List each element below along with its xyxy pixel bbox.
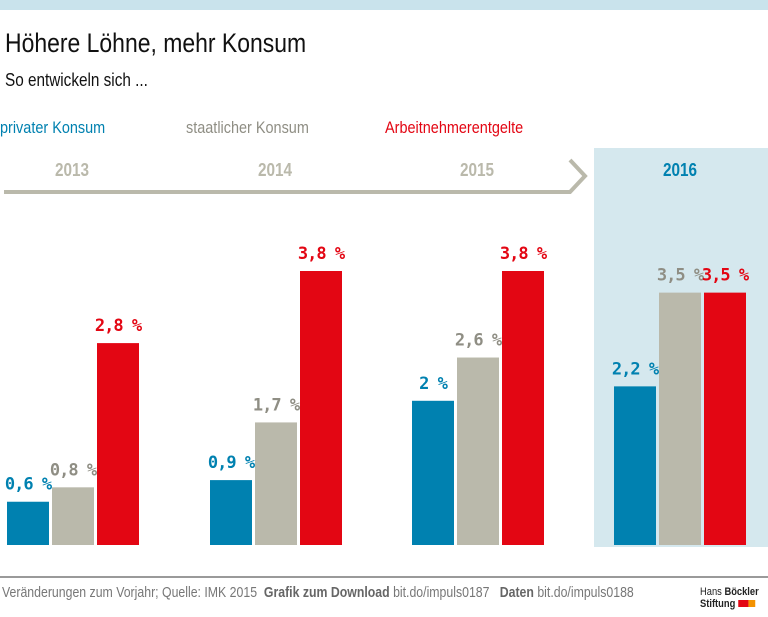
data-label-2014-0: 0,9 %: [208, 453, 256, 473]
year-label-2013: 2013: [54, 160, 90, 180]
chart-subtitle: So entwickeln sich ...: [5, 70, 148, 90]
bar-2013-1: [52, 487, 94, 545]
data-label-2016-1: 3,5 %: [657, 266, 705, 286]
footer-grafik-label: Grafik zum Download: [263, 584, 390, 601]
footer-divider: [0, 576, 768, 578]
legend-staatlicher-konsum: staatlicher Konsum: [186, 118, 309, 137]
top-bar: [0, 0, 768, 10]
data-label-2016-2: 3,5 %: [702, 266, 750, 286]
bar-2014-1: [255, 422, 297, 545]
bar-2014-2: [300, 271, 342, 545]
year-label-2016: 2016: [662, 160, 698, 180]
hans-boeckler-logo: Hans Böckler Stiftung: [700, 586, 759, 610]
footer-daten-link[interactable]: bit.do/impuls0188: [537, 584, 634, 601]
footer-grafik-link[interactable]: bit.do/impuls0187: [393, 584, 490, 601]
data-label-2013-0: 0,6 %: [5, 475, 53, 495]
footer-daten-label: Daten: [499, 584, 534, 601]
data-label-2014-1: 1,7 %: [253, 395, 301, 415]
data-label-2013-1: 0,8 %: [50, 460, 98, 480]
data-label-2016-0: 2,2 %: [612, 359, 660, 379]
legend-privater-konsum: privater Konsum: [0, 118, 106, 137]
data-label-2015-1: 2,6 %: [455, 331, 503, 351]
bar-2014-0: [210, 480, 252, 545]
bar-2015-0: [412, 400, 454, 545]
bar-2016-1: [659, 292, 701, 545]
bar-2015-2: [502, 271, 544, 545]
data-label-2015-0: 2 %: [419, 374, 448, 394]
chart-title: Höhere Löhne, mehr Konsum: [5, 28, 307, 58]
bar-2016-2: [704, 292, 746, 545]
data-label-2013-2: 2,8 %: [95, 316, 143, 336]
bar-2015-1: [457, 357, 499, 545]
bar-2013-0: [7, 501, 49, 545]
bar-2016-0: [614, 386, 656, 545]
data-label-2015-2: 3,8 %: [500, 244, 548, 264]
legend-arbeitnehmerentgelte: Arbeitnehmerentgelte: [385, 118, 524, 137]
data-label-2014-2: 3,8 %: [298, 244, 346, 264]
bar-2013-2: [97, 343, 139, 545]
year-label-2015: 2015: [459, 160, 495, 180]
footer: Veränderungen zum Vorjahr; Quelle: IMK 2…: [2, 584, 634, 601]
footer-source: Veränderungen zum Vorjahr; Quelle: IMK 2…: [2, 584, 258, 601]
year-label-2014: 2014: [257, 160, 293, 180]
